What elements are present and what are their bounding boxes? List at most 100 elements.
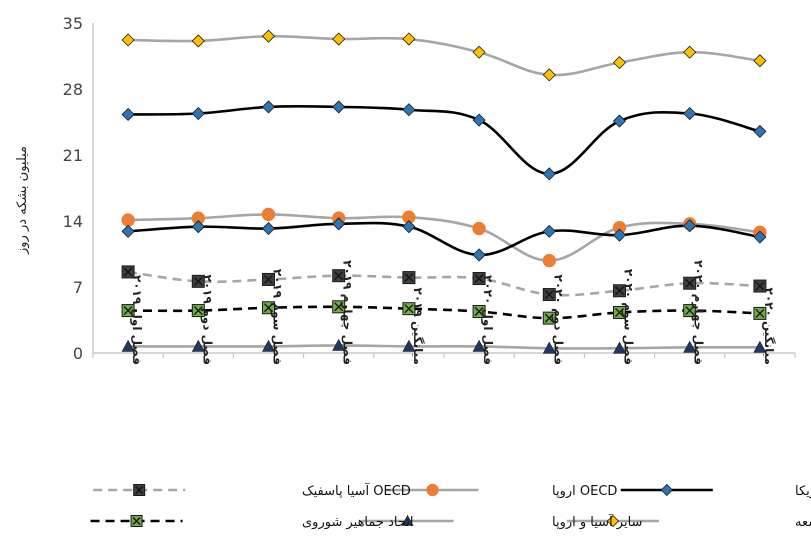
data-point (262, 301, 275, 315)
data-point (542, 288, 556, 302)
series-line (128, 34, 761, 77)
data-point (332, 300, 346, 314)
category-label: فصل دوم ۲۰۱۹ (199, 275, 214, 365)
category-labels: فصل اول ۲۰۱۹ فصل دوم ۲۰۱۹ فصل سوم ۲۰۱۹ فصل … (129, 260, 776, 365)
series-markers-group (121, 217, 767, 262)
data-point (121, 339, 135, 352)
legend: OECD آمریکا OECD اروپا OECD آسیا پاسفیک کشو… (90, 482, 811, 530)
legend-label: OECD اروپا (552, 484, 617, 499)
data-point (542, 311, 556, 325)
data-point (262, 272, 275, 286)
data-point (542, 167, 556, 181)
data-point (683, 45, 697, 59)
data-point (542, 253, 557, 268)
series-markers-group (121, 29, 767, 82)
series-line (128, 213, 761, 262)
data-point (683, 276, 697, 290)
series-line (128, 221, 761, 257)
series-markers-group (121, 100, 767, 181)
legend-label: اتحاد جماهیر شوروی (302, 515, 413, 530)
series-lines (127, 34, 761, 350)
data-point (683, 304, 697, 318)
series-markers (121, 29, 767, 354)
category-label: فصل سوم ۲۰۱۹ (270, 269, 285, 365)
data-point (683, 219, 697, 233)
series-line (127, 270, 760, 297)
data-point (261, 339, 276, 352)
data-point (753, 306, 767, 320)
data-point (121, 107, 135, 122)
category-label: میانگین ۲۰۱۹ (411, 288, 425, 366)
data-point (606, 514, 620, 528)
data-point (753, 124, 767, 138)
data-point (542, 224, 556, 238)
series-line (128, 305, 760, 320)
category-label: فصل اول ۲۰۲۰ (480, 275, 495, 365)
data-point (402, 271, 416, 285)
legend-label: OECD آمریکا (795, 482, 811, 499)
series-line (128, 344, 760, 350)
data-point (402, 302, 416, 316)
data-point (753, 279, 767, 293)
data-point (426, 483, 439, 497)
data-point (121, 213, 135, 227)
legend-item: سایر آسیا و اروپا (361, 513, 642, 530)
data-point (121, 33, 135, 47)
legend-item: کشورهای درحال توسعه (566, 514, 811, 530)
data-point (261, 221, 276, 236)
y-tick-label: 0 (73, 344, 83, 363)
y-tick-label: 28 (63, 80, 83, 99)
data-point (472, 339, 486, 352)
category-label: فصل چهارم ۲۰۲۰ (691, 260, 706, 365)
category-label: فصل سوم ۲۰۲۰ (621, 269, 636, 365)
data-point (472, 272, 486, 286)
data-point (472, 248, 486, 262)
data-point (683, 106, 697, 121)
category-label: فصل دوم ۲۰۲۰ (550, 275, 565, 365)
data-point (332, 32, 346, 46)
series-markers-group (121, 265, 767, 302)
data-point (332, 338, 346, 351)
data-point (753, 340, 767, 353)
data-point (612, 228, 627, 242)
data-point (612, 341, 627, 354)
data-point (332, 217, 346, 231)
data-point (402, 103, 416, 117)
legend-item: OECD اروپا (386, 483, 617, 499)
y-axis-label: میلیون بشکه در روز (15, 146, 30, 255)
legend-label: کشورهای درحال توسعه (795, 515, 811, 530)
data-point (472, 113, 486, 127)
data-point (542, 341, 556, 354)
data-point (401, 514, 414, 526)
series-markers-group (121, 300, 767, 325)
y-tick-label: 14 (63, 212, 83, 231)
data-point (121, 265, 135, 279)
legend-item: OECD آسیا پاسفیک (93, 482, 411, 499)
data-point (121, 304, 135, 318)
data-point (613, 284, 626, 298)
data-point (753, 230, 767, 244)
data-point (753, 54, 767, 68)
data-point (332, 100, 346, 114)
data-point (191, 220, 205, 234)
data-point (402, 32, 416, 46)
data-point (613, 305, 626, 319)
data-point (191, 34, 205, 48)
data-point (472, 221, 486, 236)
data-point (683, 340, 697, 353)
data-point (191, 274, 205, 288)
data-point (472, 45, 486, 59)
series-line (128, 104, 761, 176)
category-label: فصل چهارم ۲۰۱۹ (340, 260, 355, 365)
y-tick-label: 21 (63, 146, 83, 165)
axes: 0 7 14 21 28 35 (63, 14, 796, 363)
legend-label: سایر آسیا و اروپا (552, 513, 642, 530)
legend-item: OECD آمریکا (620, 482, 811, 499)
data-point (133, 484, 146, 496)
data-point (191, 339, 205, 352)
legend-item: اتحاد جماهیر شوروی (90, 515, 413, 530)
data-point (261, 100, 276, 114)
legend-label: OECD آسیا پاسفیک (302, 482, 411, 499)
data-point (402, 220, 416, 234)
